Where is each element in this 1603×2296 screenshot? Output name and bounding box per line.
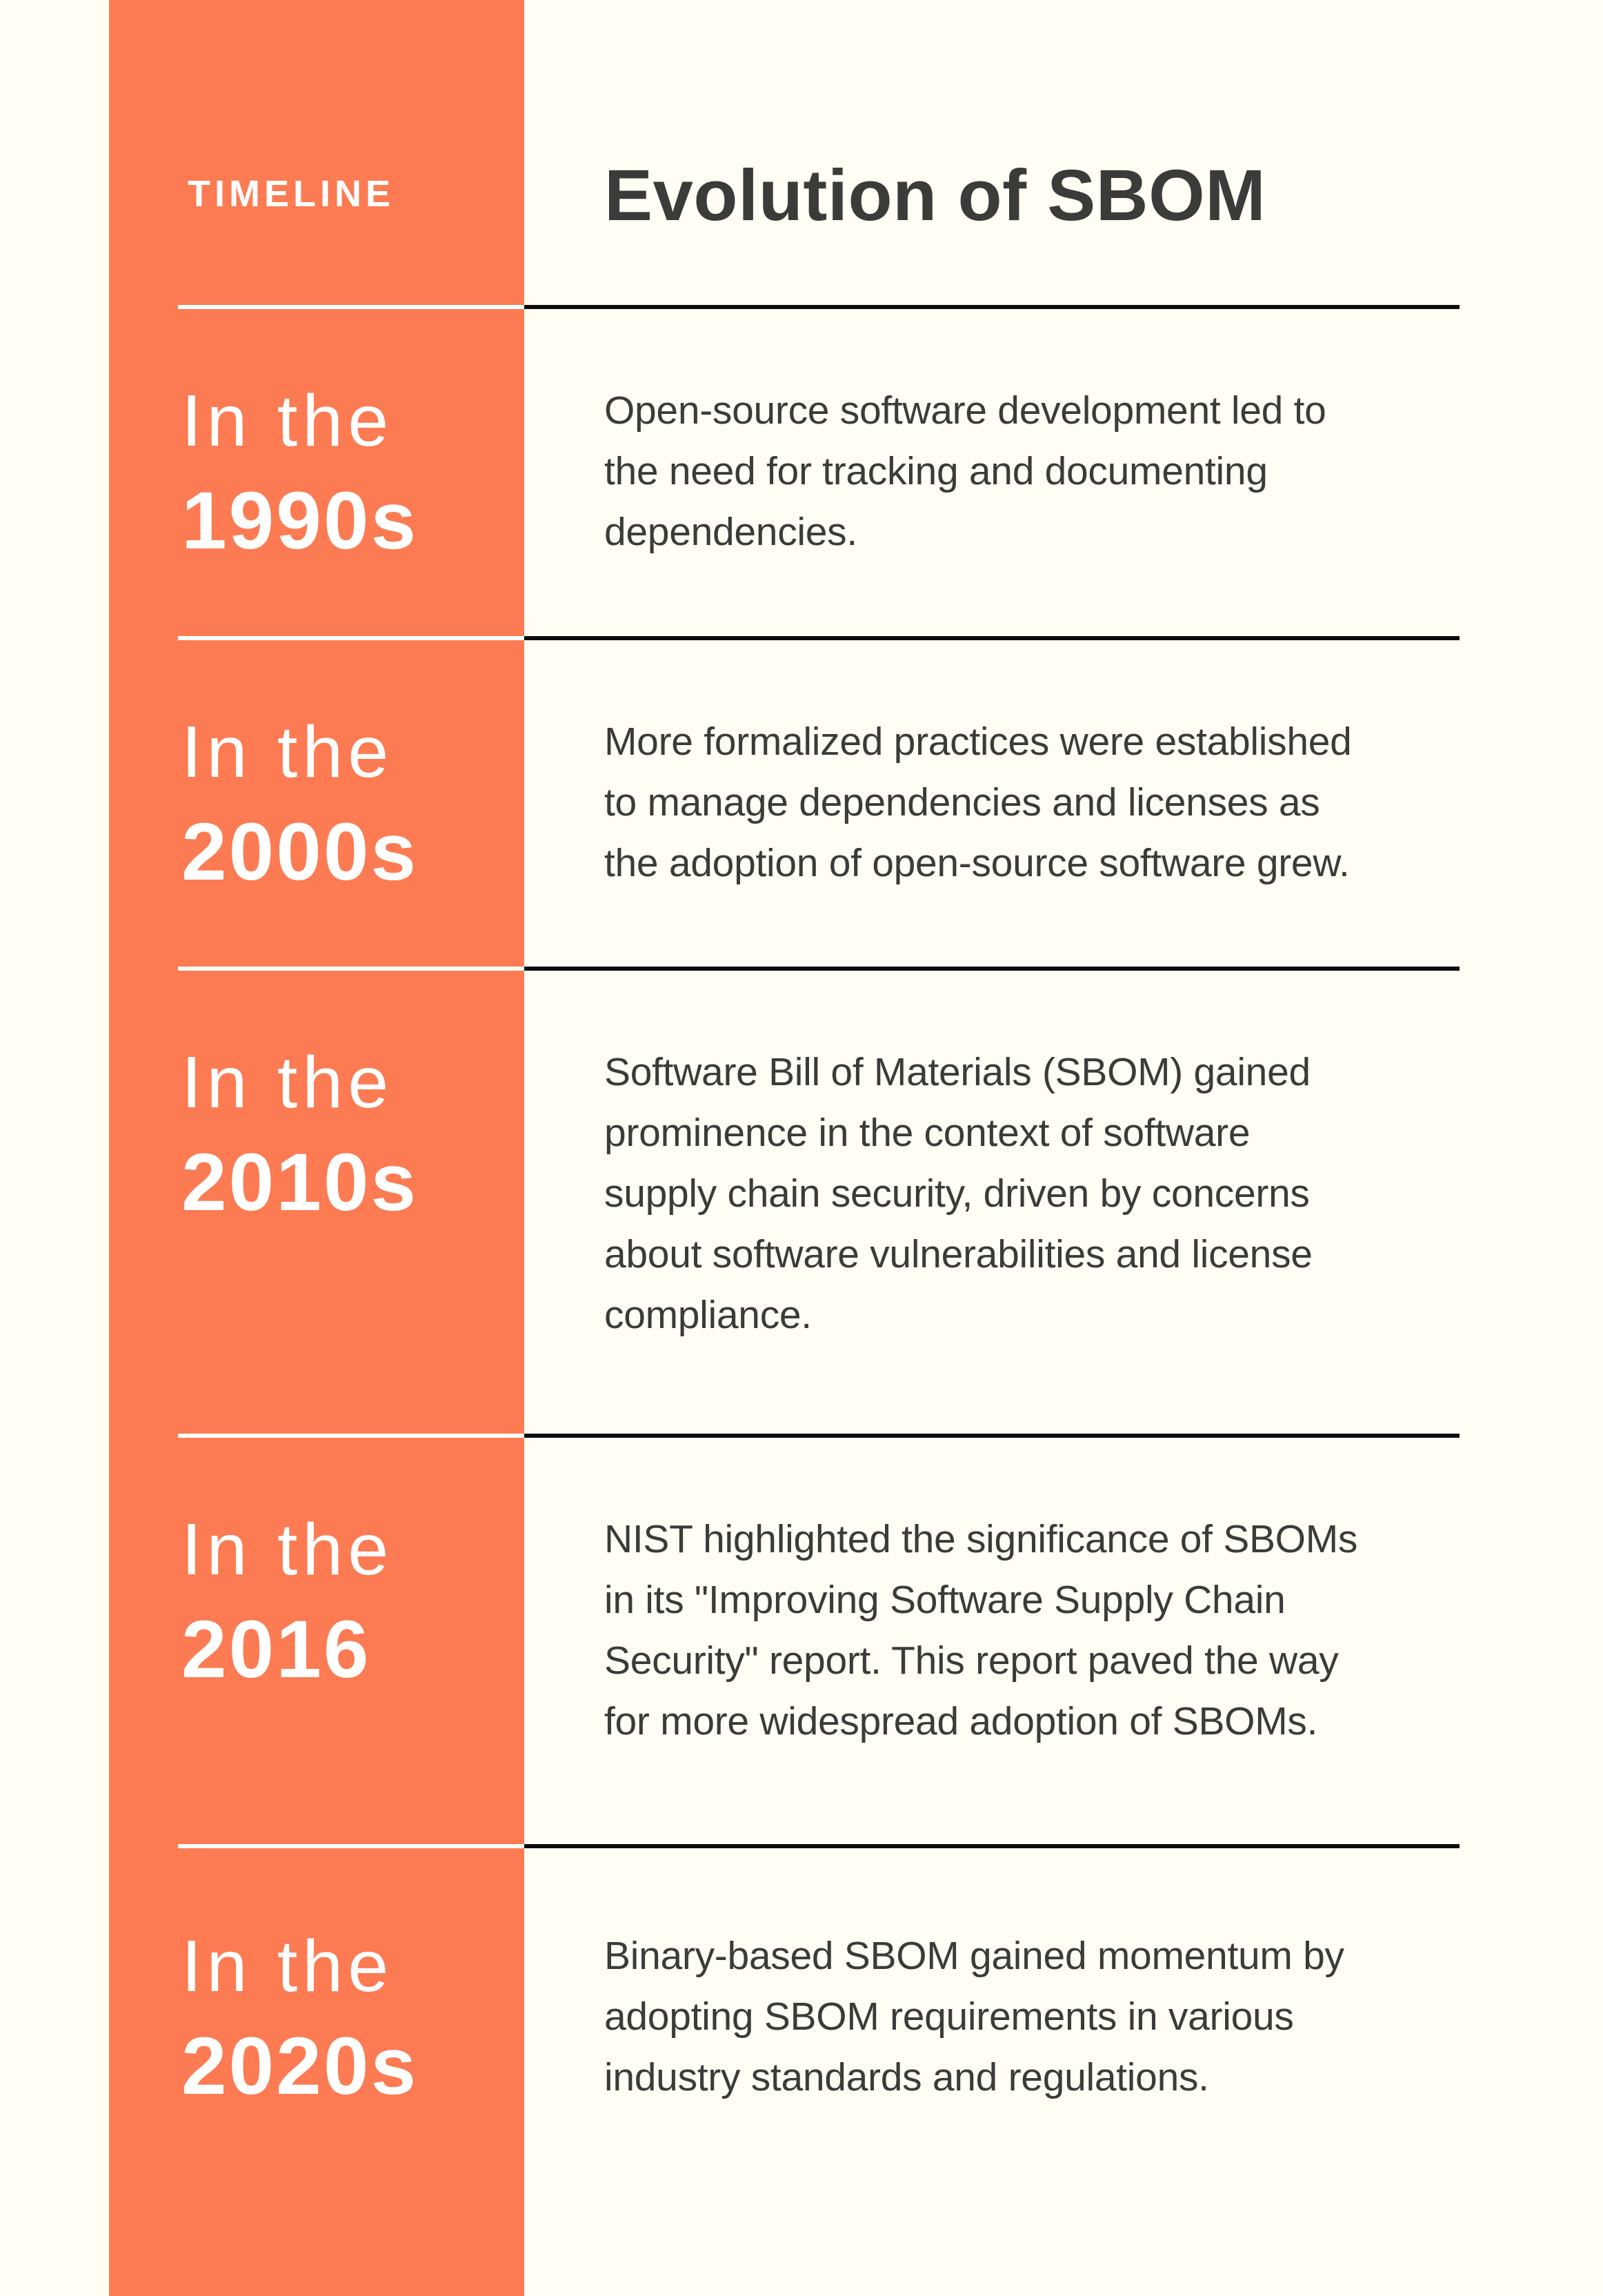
divider-dark-segment (524, 1844, 1460, 1848)
section-divider-5 (178, 1844, 1460, 1848)
era-prefix: In the (181, 380, 394, 462)
timeline-accent-column (109, 0, 524, 2296)
era-description: Open-source software development led to … (604, 388, 1326, 554)
era-label: In the 2016 (181, 1509, 524, 1694)
section-divider-2 (178, 636, 1460, 640)
era-description: More formalized practices were establish… (604, 720, 1352, 885)
divider-white-segment (178, 636, 524, 640)
divider-white-segment (178, 305, 524, 309)
era-prefix: In the (181, 711, 394, 793)
section-divider-3 (178, 967, 1460, 971)
divider-dark-segment (524, 1434, 1460, 1438)
era-year: 2000s (181, 806, 419, 898)
divider-dark-segment (524, 967, 1460, 971)
era-description: Software Bill of Materials (SBOM) gained… (604, 1050, 1313, 1337)
era-year: 1990s (181, 475, 419, 566)
divider-white-segment (178, 1844, 524, 1848)
era-year: 2020s (181, 2020, 419, 2112)
era-prefix: In the (181, 1509, 394, 1590)
era-prefix: In the (181, 1926, 394, 2007)
divider-dark-segment (524, 305, 1460, 309)
divider-white-segment (178, 967, 524, 971)
timeline-row-2000s: In the 2000s More formalized practices w… (181, 640, 1460, 967)
era-year: 2010s (181, 1136, 419, 1228)
page-title: Evolution of SBOM (604, 155, 1266, 236)
era-label: In the 2000s (181, 711, 524, 896)
timeline-row-2016: In the 2016 NIST highlighted the signifi… (181, 1438, 1460, 1844)
era-year: 2016 (181, 1603, 371, 1695)
timeline-eyebrow-label: TIMELINE (188, 173, 395, 215)
timeline-row-1990s: In the 1990s Open-source software develo… (181, 309, 1460, 636)
timeline-row-2020s: In the 2020s Binary-based SBOM gained mo… (181, 1848, 1460, 2296)
era-label: In the 2020s (181, 1926, 524, 2110)
divider-white-segment (178, 1434, 524, 1438)
era-description: Binary-based SBOM gained momentum by ado… (604, 1934, 1344, 2099)
era-description: NIST highlighted the significance of SBO… (604, 1517, 1358, 1743)
section-divider-4 (178, 1434, 1460, 1438)
era-label: In the 1990s (181, 380, 524, 565)
era-prefix: In the (181, 1042, 394, 1123)
section-divider-1 (178, 305, 1460, 309)
era-label: In the 2010s (181, 1042, 524, 1227)
divider-dark-segment (524, 636, 1460, 640)
timeline-row-2010s: In the 2010s Software Bill of Materials … (181, 971, 1460, 1434)
